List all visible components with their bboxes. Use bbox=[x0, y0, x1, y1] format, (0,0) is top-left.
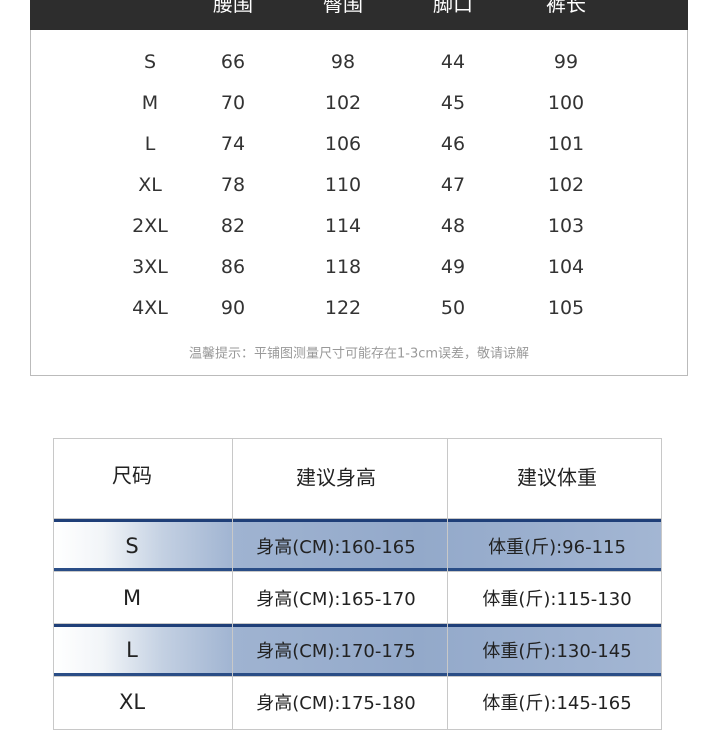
table-cell: 身高(CM):175-180 bbox=[256, 693, 416, 714]
table-cell: 100 bbox=[547, 92, 585, 114]
size-label: M bbox=[122, 586, 142, 610]
size-label: S bbox=[125, 534, 139, 558]
size-label: 4XL bbox=[132, 297, 168, 319]
header-bar: 腰围 臀围 脚口 裤长 bbox=[30, 0, 688, 30]
size-label: 2XL bbox=[132, 215, 168, 237]
column-header: 腰围 bbox=[213, 0, 253, 16]
table-cell: 122 bbox=[324, 297, 362, 319]
table-cell: 身高(CM):165-170 bbox=[256, 589, 416, 610]
column-header: 建议身高 bbox=[296, 465, 376, 490]
table-cell: 99 bbox=[553, 51, 579, 73]
table-cell: 体重(斤):96-115 bbox=[488, 537, 626, 558]
table-cell: 体重(斤):115-130 bbox=[482, 589, 632, 610]
size-label: L bbox=[126, 638, 138, 662]
table-cell: 105 bbox=[547, 297, 585, 319]
table-cell: 50 bbox=[440, 297, 466, 319]
table-cell: 114 bbox=[324, 215, 362, 237]
table-cell: 86 bbox=[220, 256, 246, 278]
note: 温馨提示：平铺图测量尺寸可能存在1-3cm误差，敬请谅解 bbox=[188, 346, 530, 362]
recommend-table-box bbox=[53, 438, 662, 730]
table-cell: 101 bbox=[547, 133, 585, 155]
table-cell: 46 bbox=[440, 133, 466, 155]
table-cell: 70 bbox=[220, 92, 246, 114]
table-cell: 118 bbox=[324, 256, 362, 278]
size-label: 3XL bbox=[132, 256, 168, 278]
row-divider bbox=[54, 518, 661, 519]
table-cell: 体重(斤):130-145 bbox=[482, 641, 632, 662]
table-cell: 104 bbox=[547, 256, 585, 278]
size-label: L bbox=[144, 133, 156, 155]
table-cell: 102 bbox=[324, 92, 362, 114]
column-header: 尺码 bbox=[112, 463, 152, 488]
column-header: 裤长 bbox=[546, 0, 586, 16]
table-cell: 90 bbox=[220, 297, 246, 319]
size-label: XL bbox=[118, 690, 146, 714]
table-cell: 身高(CM):170-175 bbox=[256, 641, 416, 662]
column-divider bbox=[447, 439, 448, 729]
column-header: 建议体重 bbox=[517, 465, 597, 490]
size-label: S bbox=[143, 51, 157, 73]
table-cell: 74 bbox=[220, 133, 246, 155]
table-cell: 身高(CM):160-165 bbox=[256, 537, 416, 558]
size-label: M bbox=[141, 92, 159, 114]
column-header: 臀围 bbox=[323, 0, 363, 16]
size-label: XL bbox=[138, 174, 162, 196]
table-cell: 78 bbox=[220, 174, 246, 196]
table-cell: 45 bbox=[440, 92, 466, 114]
row-divider bbox=[54, 623, 661, 624]
row-background bbox=[54, 623, 661, 676]
row-background bbox=[54, 518, 661, 571]
table-cell: 103 bbox=[547, 215, 585, 237]
row-divider bbox=[54, 676, 661, 677]
column-divider bbox=[232, 439, 233, 729]
table-cell: 106 bbox=[324, 133, 362, 155]
row-divider bbox=[54, 571, 661, 572]
table-cell: 体重(斤):145-165 bbox=[482, 693, 632, 714]
table-cell: 110 bbox=[324, 174, 362, 196]
table-cell: 66 bbox=[220, 51, 246, 73]
table-cell: 47 bbox=[440, 174, 466, 196]
table-cell: 49 bbox=[440, 256, 466, 278]
table-cell: 98 bbox=[330, 51, 356, 73]
table-cell: 44 bbox=[440, 51, 466, 73]
table-cell: 48 bbox=[440, 215, 466, 237]
size-table-box bbox=[30, 30, 688, 376]
column-header: 脚口 bbox=[433, 0, 473, 16]
table-cell: 82 bbox=[220, 215, 246, 237]
table-cell: 102 bbox=[547, 174, 585, 196]
